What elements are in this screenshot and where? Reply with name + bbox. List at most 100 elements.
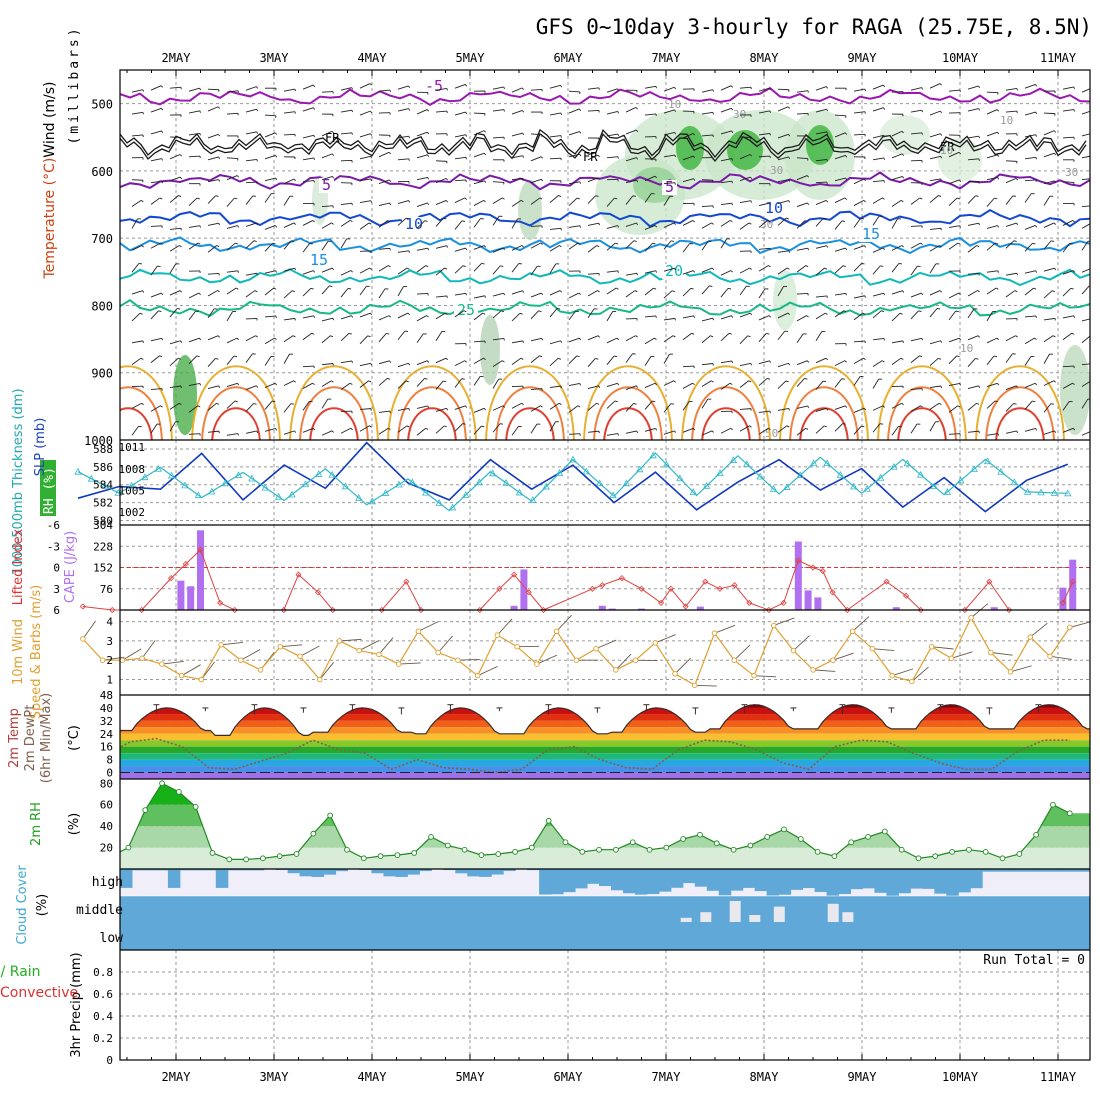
rh-marker	[160, 781, 165, 786]
rh-shade	[1060, 345, 1090, 435]
cloud-high-bar	[898, 869, 910, 893]
cloud-gap	[730, 901, 741, 922]
wind-speed-marker	[712, 631, 717, 636]
slp-ylabel-text: SLP (mb)	[33, 418, 48, 477]
wind-barb-flag	[234, 198, 237, 199]
temperature-contour-label: 20	[665, 262, 683, 280]
wind-barb	[132, 180, 143, 181]
wind-barb-flag	[181, 386, 182, 388]
date-label-top: 6MAY	[554, 51, 584, 65]
wind-barb-flag	[728, 288, 731, 289]
rh-marker	[244, 857, 249, 862]
wind-speed-marker	[377, 652, 382, 657]
rh-contour-label: 30	[1065, 166, 1078, 179]
rh-marker	[445, 843, 450, 848]
temp-unit-label: (°C)	[67, 725, 82, 751]
temp-tick-label: 16	[100, 741, 113, 754]
rh-marker	[294, 852, 299, 857]
precip-tick-label: 0.8	[93, 966, 113, 979]
pressure-tick-label: 600	[91, 165, 113, 179]
rh-marker	[630, 840, 635, 845]
wind-tick-label: 1	[106, 674, 113, 687]
precip-tick-label: 0.4	[93, 1010, 113, 1023]
date-label-bottom: 9MAY	[848, 1070, 878, 1084]
rh-marker	[597, 847, 602, 852]
wind-barb-flag	[789, 251, 790, 253]
temp-tick-label: 8	[106, 754, 113, 767]
pressure-unit-label: (millibars)	[67, 25, 82, 144]
rh-shade	[727, 130, 763, 170]
wind-barb	[246, 182, 257, 183]
rh-marker	[513, 849, 518, 854]
wind-barb	[816, 182, 827, 183]
wind-barb-flag	[371, 179, 372, 181]
wind-barb-flag	[295, 318, 296, 320]
upper-air-ylabel-text: Temperature (°C)Wind (m/s)	[42, 81, 58, 279]
freezing-level-label: FR	[583, 150, 598, 164]
cloud-high-bar	[970, 869, 982, 888]
wind-barb	[1044, 113, 1055, 114]
wind-barb	[892, 92, 903, 93]
cloud-layer-label: low	[100, 931, 124, 946]
temp-color-band	[120, 734, 1090, 740]
rh-marker	[866, 834, 871, 839]
li-tick-label: -6	[47, 519, 60, 532]
rh-marker	[176, 789, 181, 794]
rh-contour-label: 10	[960, 342, 973, 355]
wind-barb-flag	[466, 157, 467, 159]
wind-barb-flag	[880, 424, 883, 425]
temperature-contour-label: 25	[457, 301, 475, 319]
rh-marker	[983, 849, 988, 854]
rh-marker	[1000, 856, 1005, 861]
rh-marker	[798, 837, 803, 842]
temp-ylabel-line3: (6hr Min/Max)	[39, 693, 54, 783]
date-label-top: 4MAY	[358, 51, 388, 65]
rh-marker	[664, 845, 669, 850]
rh-marker	[967, 847, 972, 852]
wind-barb-flag	[846, 293, 847, 295]
wind-barb-flag	[238, 91, 239, 93]
rh-marker	[765, 834, 770, 839]
temp-tick-label: 48	[100, 689, 113, 702]
date-label-bottom: 5MAY	[456, 1070, 486, 1084]
cloud-high-bar	[910, 869, 922, 889]
date-label-bottom: 10MAY	[942, 1070, 979, 1084]
wind-barb	[1063, 366, 1074, 367]
wind-speed-marker	[673, 671, 678, 676]
rh-marker	[950, 849, 955, 854]
cloud-high-bar	[383, 869, 395, 876]
wind-barb	[683, 366, 694, 367]
cloud-high-bar	[575, 869, 587, 888]
cloud-high-bar	[743, 869, 755, 888]
wind-barb-flag	[675, 155, 676, 157]
wind-speed-marker	[732, 658, 737, 663]
cloud-high-bar	[731, 869, 743, 891]
wind-barb-flag	[941, 386, 942, 388]
cloud-high-bar	[288, 869, 300, 873]
wind-barb	[778, 89, 789, 90]
wind-speed-marker	[653, 641, 658, 646]
rh-marker	[698, 832, 703, 837]
wind-barb-flag	[766, 333, 769, 334]
rh-marker	[681, 837, 686, 842]
cloud-layer-label: middle	[76, 903, 123, 918]
cloud-high-bar	[767, 869, 779, 896]
cloud-high-bar	[611, 869, 623, 890]
cape-bar	[1059, 588, 1066, 610]
wind-speed-marker	[890, 673, 895, 678]
wind-barb-flag	[200, 226, 201, 228]
rh-marker	[731, 847, 736, 852]
wind-barb	[949, 434, 960, 435]
cloud-high-bar	[659, 869, 671, 892]
wind-barb-flag	[1036, 157, 1037, 159]
rh-marker	[496, 852, 501, 857]
wind-speed-marker	[1008, 670, 1013, 675]
rh-marker	[210, 851, 215, 856]
wind-barb-flag	[238, 434, 239, 436]
cloud-gap	[681, 918, 692, 922]
precip-tick-label: 0	[106, 1054, 113, 1067]
rh-marker	[849, 840, 854, 845]
wind-barb-flag	[561, 386, 562, 388]
rh-marker	[563, 840, 568, 845]
